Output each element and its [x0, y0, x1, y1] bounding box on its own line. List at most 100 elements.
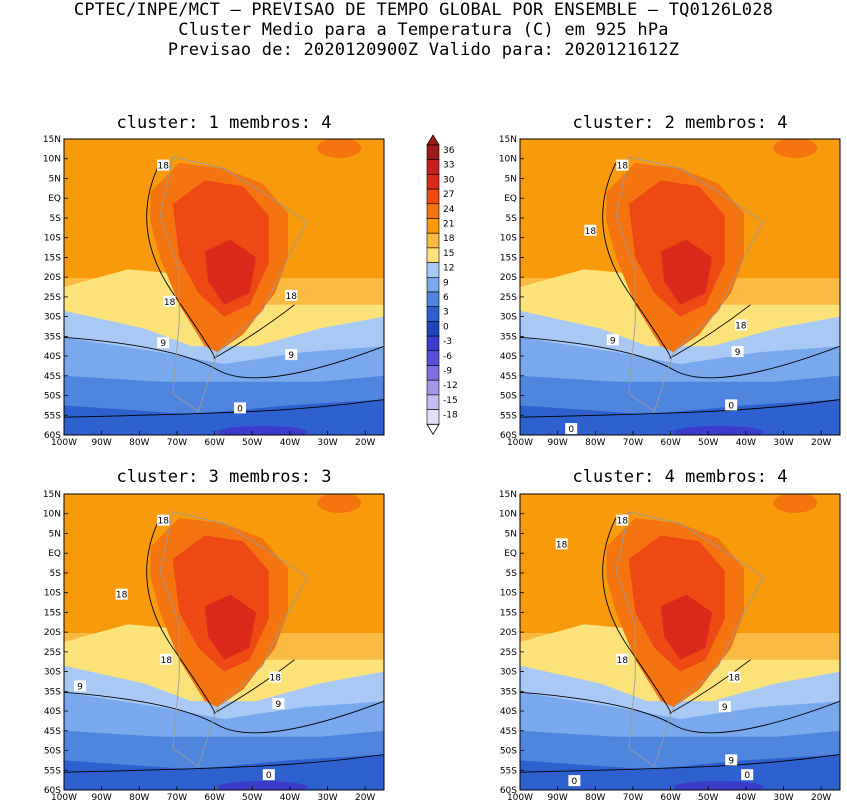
contour-label: 9	[288, 351, 294, 361]
lat-tick-label: 5S	[506, 569, 518, 579]
lat-tick-label: 40S	[500, 707, 517, 717]
colorbar-swatch	[426, 232, 440, 249]
lat-tick-label: 35S	[500, 332, 517, 342]
contour-label: 0	[568, 425, 574, 435]
lat-tick-label: 20S	[44, 273, 61, 283]
lat-tick-label: 25S	[500, 293, 517, 303]
contour-label-box	[157, 514, 170, 526]
contour-0	[64, 754, 384, 773]
contour-label: 9	[160, 339, 166, 349]
lon-tick-label: 30W	[317, 438, 337, 448]
contour-label-box	[565, 423, 578, 435]
temperature-band	[64, 337, 384, 382]
lat-tick-label: 35S	[44, 687, 61, 697]
contour-label-box	[741, 769, 754, 781]
contour-label-box	[269, 671, 282, 683]
lat-tick-label: 15N	[43, 490, 61, 500]
lon-tick-label: 90W	[91, 438, 111, 448]
warm-region	[204, 594, 256, 660]
lat-tick-label: 25S	[500, 648, 517, 658]
subtitle-variable: Cluster Medio para a Temperatura (C) em …	[178, 20, 669, 40]
lon-tick-label: 90W	[547, 438, 567, 448]
lat-tick-label: EQ	[48, 549, 61, 559]
contour-label-box	[606, 334, 619, 346]
contour-label-box	[725, 399, 738, 411]
warm-region	[773, 494, 818, 513]
lat-tick-label: 45S	[44, 372, 61, 382]
lon-tick-label: 80W	[129, 438, 149, 448]
lat-tick-label: 5N	[49, 174, 61, 184]
contour-9	[520, 691, 840, 734]
contour-label-box	[568, 775, 581, 787]
colorbar-top-arrow	[426, 134, 440, 146]
contour-label: 18	[617, 656, 629, 666]
map-frame	[519, 138, 841, 436]
colorbar-swatch	[426, 394, 440, 410]
lat-tick-label: 55S	[500, 411, 517, 421]
contour-label-box	[584, 224, 597, 236]
lat-tick-label: 30S	[500, 313, 517, 323]
warm-region	[773, 139, 818, 158]
colorbar-label: -18	[443, 411, 458, 421]
contour-18	[602, 162, 751, 359]
lat-tick-label: 30S	[44, 313, 61, 323]
contour-label-box	[616, 159, 629, 171]
colorbar-label: 33	[443, 161, 454, 171]
lat-tick-label: EQ	[504, 549, 517, 559]
lat-tick-label: 60S	[44, 786, 61, 796]
subtitle-dates: Previsao de: 2020120900Z Valido para: 20…	[167, 40, 680, 60]
contour-label: 18	[157, 517, 169, 527]
colorbar-swatch	[426, 159, 440, 175]
contour-label-box	[728, 671, 741, 683]
lat-tick-label: 25S	[44, 648, 61, 658]
warm-region	[660, 594, 712, 660]
lat-tick-label: 55S	[500, 766, 517, 776]
lat-tick-label: 60S	[500, 786, 517, 796]
lon-tick-label: 60W	[660, 438, 680, 448]
contour-label: 18	[161, 656, 173, 666]
temperature-band	[520, 692, 840, 737]
lon-tick-label: 50W	[242, 438, 262, 448]
lat-tick-label: 10N	[43, 510, 61, 520]
contour-label-box	[725, 754, 738, 766]
lon-tick-label: 60W	[204, 438, 224, 448]
contour-label-box	[74, 680, 86, 692]
lon-tick-label: 50W	[698, 438, 718, 448]
contour-label: 0	[572, 777, 578, 787]
contour-label: 9	[610, 336, 616, 346]
colorbar-label: 12	[443, 264, 454, 274]
contour-18	[602, 517, 751, 714]
contour-0	[64, 399, 384, 418]
lat-tick-label: 35S	[500, 687, 517, 697]
contour-label-box	[285, 349, 298, 361]
lon-tick-label: 30W	[773, 793, 793, 803]
colorbar-swatch	[426, 379, 440, 396]
contour-label: 18	[157, 162, 169, 172]
lon-tick-label: 70W	[623, 793, 643, 803]
coastline	[615, 156, 764, 413]
panel-title-cluster-1: cluster: 1 membros: 4	[116, 113, 332, 133]
colorbar-swatch	[426, 262, 440, 278]
contour-label-box	[160, 653, 173, 665]
lon-tick-label: 100W	[51, 438, 77, 448]
lat-tick-label: 40S	[44, 352, 61, 362]
contour-label: 9	[276, 700, 282, 710]
panel-title-cluster-2: cluster: 2 membros: 4	[572, 113, 788, 133]
lat-tick-label: 55S	[44, 411, 61, 421]
colorbar-swatch	[426, 291, 440, 307]
lon-tick-label: 70W	[623, 438, 643, 448]
lat-tick-label: 20S	[500, 628, 517, 638]
colorbar-swatch	[426, 321, 440, 337]
lon-tick-label: 70W	[167, 793, 187, 803]
colorbar-swatch	[426, 218, 440, 234]
coastline	[159, 511, 308, 768]
lat-tick-label: 40S	[500, 352, 517, 362]
lat-tick-label: 10N	[43, 155, 61, 165]
contour-label: 9	[728, 756, 734, 766]
lat-tick-label: 45S	[500, 372, 517, 382]
temperature-band	[520, 337, 840, 382]
temperature-band	[673, 781, 764, 790]
lat-tick-label: 15N	[499, 490, 517, 500]
contour-label-box	[731, 346, 744, 358]
